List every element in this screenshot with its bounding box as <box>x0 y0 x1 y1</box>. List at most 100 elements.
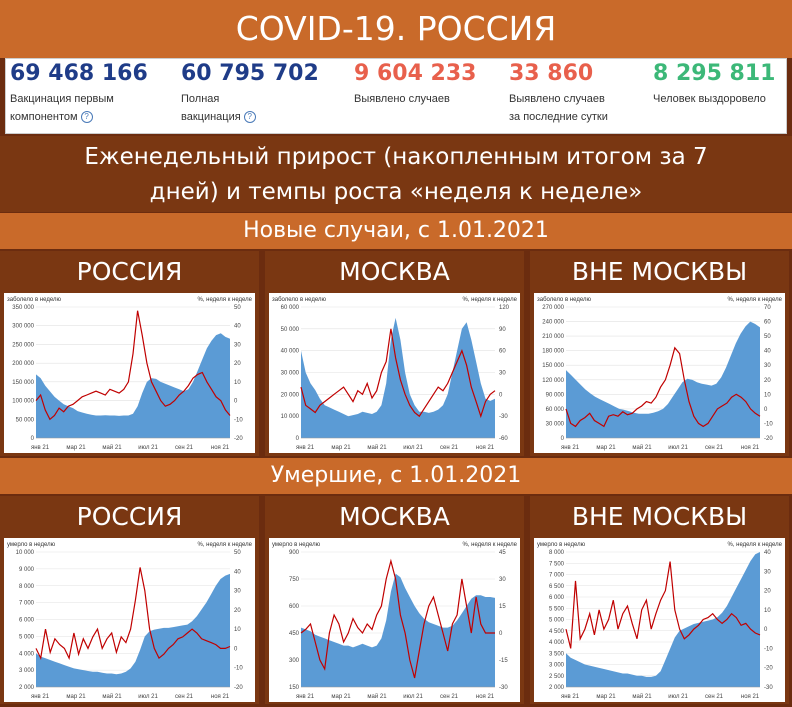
y-right-tick-label: -60 <box>499 436 508 442</box>
section-deaths-title: Умершие, с 1.01.2021 <box>0 458 792 494</box>
y-right-tick-label: -30 <box>764 685 773 691</box>
right-axis-title: %, неделя к неделе <box>197 542 252 548</box>
y-left-tick-label: 4 000 <box>549 640 565 646</box>
y-right-tick-label: 0 <box>499 392 503 398</box>
y-right-tick-label: 30 <box>234 342 241 348</box>
x-tick-label: мар 21 <box>331 694 351 700</box>
y-left-tick-label: 50 000 <box>281 327 300 333</box>
chart-svg: умерло в неделю%, неделя к неделе1503004… <box>272 542 518 700</box>
y-left-tick-label: 60 000 <box>546 407 565 413</box>
help-icon[interactable]: ? <box>243 111 256 124</box>
y-left-tick-label: 90 000 <box>546 392 565 398</box>
y-left-tick-label: 250 000 <box>12 342 34 348</box>
x-tick-label: янв 21 <box>561 694 580 700</box>
panel-title: РОССИЯ <box>76 502 183 531</box>
stat-label: Человек выздоровело <box>653 93 766 105</box>
chart-cases-moscow: заболело в неделю %, неделя к неделе 0 10 0… <box>269 293 520 453</box>
y-left-tick-label: 10 000 <box>16 550 35 556</box>
chart-cases-outside-moscow: заболело в неделю %, неделя к неделе 0 30 0… <box>534 293 785 453</box>
chart-cases-russia: заболело в неделю %, неделя к неделе 0 50 0… <box>4 293 255 453</box>
y-left-tick-label: 30 000 <box>281 371 300 377</box>
panel-deaths-outside-moscow: ВНЕ МОСКВЫ умерло в неделю %, неделя к не… <box>530 496 789 704</box>
x-tick-label: май 21 <box>367 693 387 700</box>
area-series-weekly <box>566 321 760 438</box>
area-series-weekly <box>36 333 230 438</box>
y-right-tick-label: 10 <box>234 380 241 386</box>
x-tick-label: ноя 21 <box>211 445 230 451</box>
y-left-tick-label: 150 <box>289 685 300 691</box>
y-right-tick-label: 0 <box>764 407 768 413</box>
x-tick-label: янв 21 <box>296 445 315 451</box>
panel-title: ВНЕ МОСКВЫ <box>571 257 748 286</box>
y-left-tick-label: 2 000 <box>549 685 565 691</box>
y-right-tick-label: 50 <box>234 305 241 311</box>
y-left-tick-label: 8 000 <box>19 584 35 590</box>
line-series-growth-rate <box>565 346 761 428</box>
y-left-tick-label: 100 000 <box>12 399 34 405</box>
y-right-tick-label: 30 <box>499 371 506 377</box>
chart-deaths-outside-moscow: умерло в неделю %, неделя к неделе 2 000 2 … <box>534 538 785 702</box>
left-axis-title: заболело в неделю <box>272 297 326 303</box>
chart-svg: умерло в неделю %, неделя к неделе 2 000 3 … <box>7 542 253 700</box>
line-series-growth-rate <box>35 567 231 661</box>
panel-cases-outside-moscow: ВНЕ МОСКВЫ заболело в неделю %, неделя к … <box>530 251 789 456</box>
help-icon[interactable]: ? <box>80 111 93 124</box>
y-right-tick-label: -10 <box>764 421 773 427</box>
x-tick-label: июл 21 <box>403 445 423 451</box>
y-left-tick-label: 0 <box>561 436 565 442</box>
y-right-tick-label: -20 <box>234 436 243 442</box>
y-left-tick-label: 750 <box>289 577 300 583</box>
stat-value: 33 860 <box>509 61 594 86</box>
y-left-tick-label: 7 000 <box>19 601 35 607</box>
right-axis-title: %, неделя к неделе <box>727 297 782 303</box>
chart-svg: умерло в неделю %, неделя к неделе 2 000 2 … <box>537 542 783 700</box>
y-right-tick-label: -10 <box>234 417 243 423</box>
y-left-tick-label: 7 500 <box>549 561 565 567</box>
y-right-tick-label: 40 <box>764 349 771 355</box>
y-left-tick-label: 6 000 <box>549 595 565 601</box>
x-tick-label: июл 21 <box>138 445 158 451</box>
y-left-tick-label: 450 <box>289 631 300 637</box>
y-left-tick-label: 0 <box>296 436 300 442</box>
y-left-tick-label: 7 000 <box>549 573 565 579</box>
y-right-tick-label: 60 <box>764 320 771 326</box>
y-left-tick-label: 150 000 <box>12 380 34 386</box>
x-tick-label: май 21 <box>632 444 652 451</box>
stat-value: 69 468 166 <box>10 61 148 86</box>
x-tick-label: сен 21 <box>440 694 459 700</box>
y-right-tick-label: 30 <box>234 589 241 595</box>
chart-svg: заболело в неделю %, неделя к неделе 0 10 0… <box>272 297 518 451</box>
y-left-tick-label: 240 000 <box>542 320 564 326</box>
y-right-tick-label: 0 <box>499 631 503 637</box>
y-left-tick-label: 40 000 <box>281 349 300 355</box>
y-right-tick-label: 15 <box>499 604 506 610</box>
y-left-tick-label: 5 000 <box>549 618 565 624</box>
chart-svg: заболело в неделю %, неделя к неделе 0 30 0… <box>537 297 783 451</box>
chart-deaths-moscow: умерло в неделю%, неделя к неделе 150 300 4… <box>269 538 520 702</box>
x-tick-label: янв 21 <box>561 445 580 451</box>
y-left-tick-label: 10 000 <box>281 414 300 420</box>
y-right-tick-label: 120 <box>499 305 510 311</box>
y-left-tick-label: 3 000 <box>19 668 35 674</box>
x-tick-label: янв 21 <box>31 694 50 700</box>
y-left-tick-label: 30 000 <box>546 421 565 427</box>
x-tick-label: ноя 21 <box>476 445 495 451</box>
y-left-tick-label: 120 000 <box>542 378 564 384</box>
y-left-tick-label: 6 000 <box>19 618 35 624</box>
y-left-tick-label: 900 <box>289 550 300 556</box>
line-series-growth-rate <box>300 328 496 419</box>
y-left-tick-label: 4 000 <box>19 651 35 657</box>
left-axis-title: заболело в неделю <box>7 297 61 303</box>
y-right-tick-label: 60 <box>499 349 506 355</box>
area-series-weekly <box>36 573 230 687</box>
panel-title: РОССИЯ <box>76 257 183 286</box>
y-left-tick-label: 60 000 <box>281 305 300 311</box>
x-tick-label: июл 21 <box>668 445 688 451</box>
y-right-tick-label: 40 <box>234 324 241 330</box>
y-right-tick-label: 40 <box>764 550 771 556</box>
y-right-tick-label: 50 <box>234 550 241 556</box>
y-left-tick-label: 210 000 <box>542 334 564 340</box>
y-right-tick-label: 20 <box>234 361 241 367</box>
x-tick-label: сен 21 <box>705 445 724 451</box>
x-tick-label: мар 21 <box>331 445 351 451</box>
